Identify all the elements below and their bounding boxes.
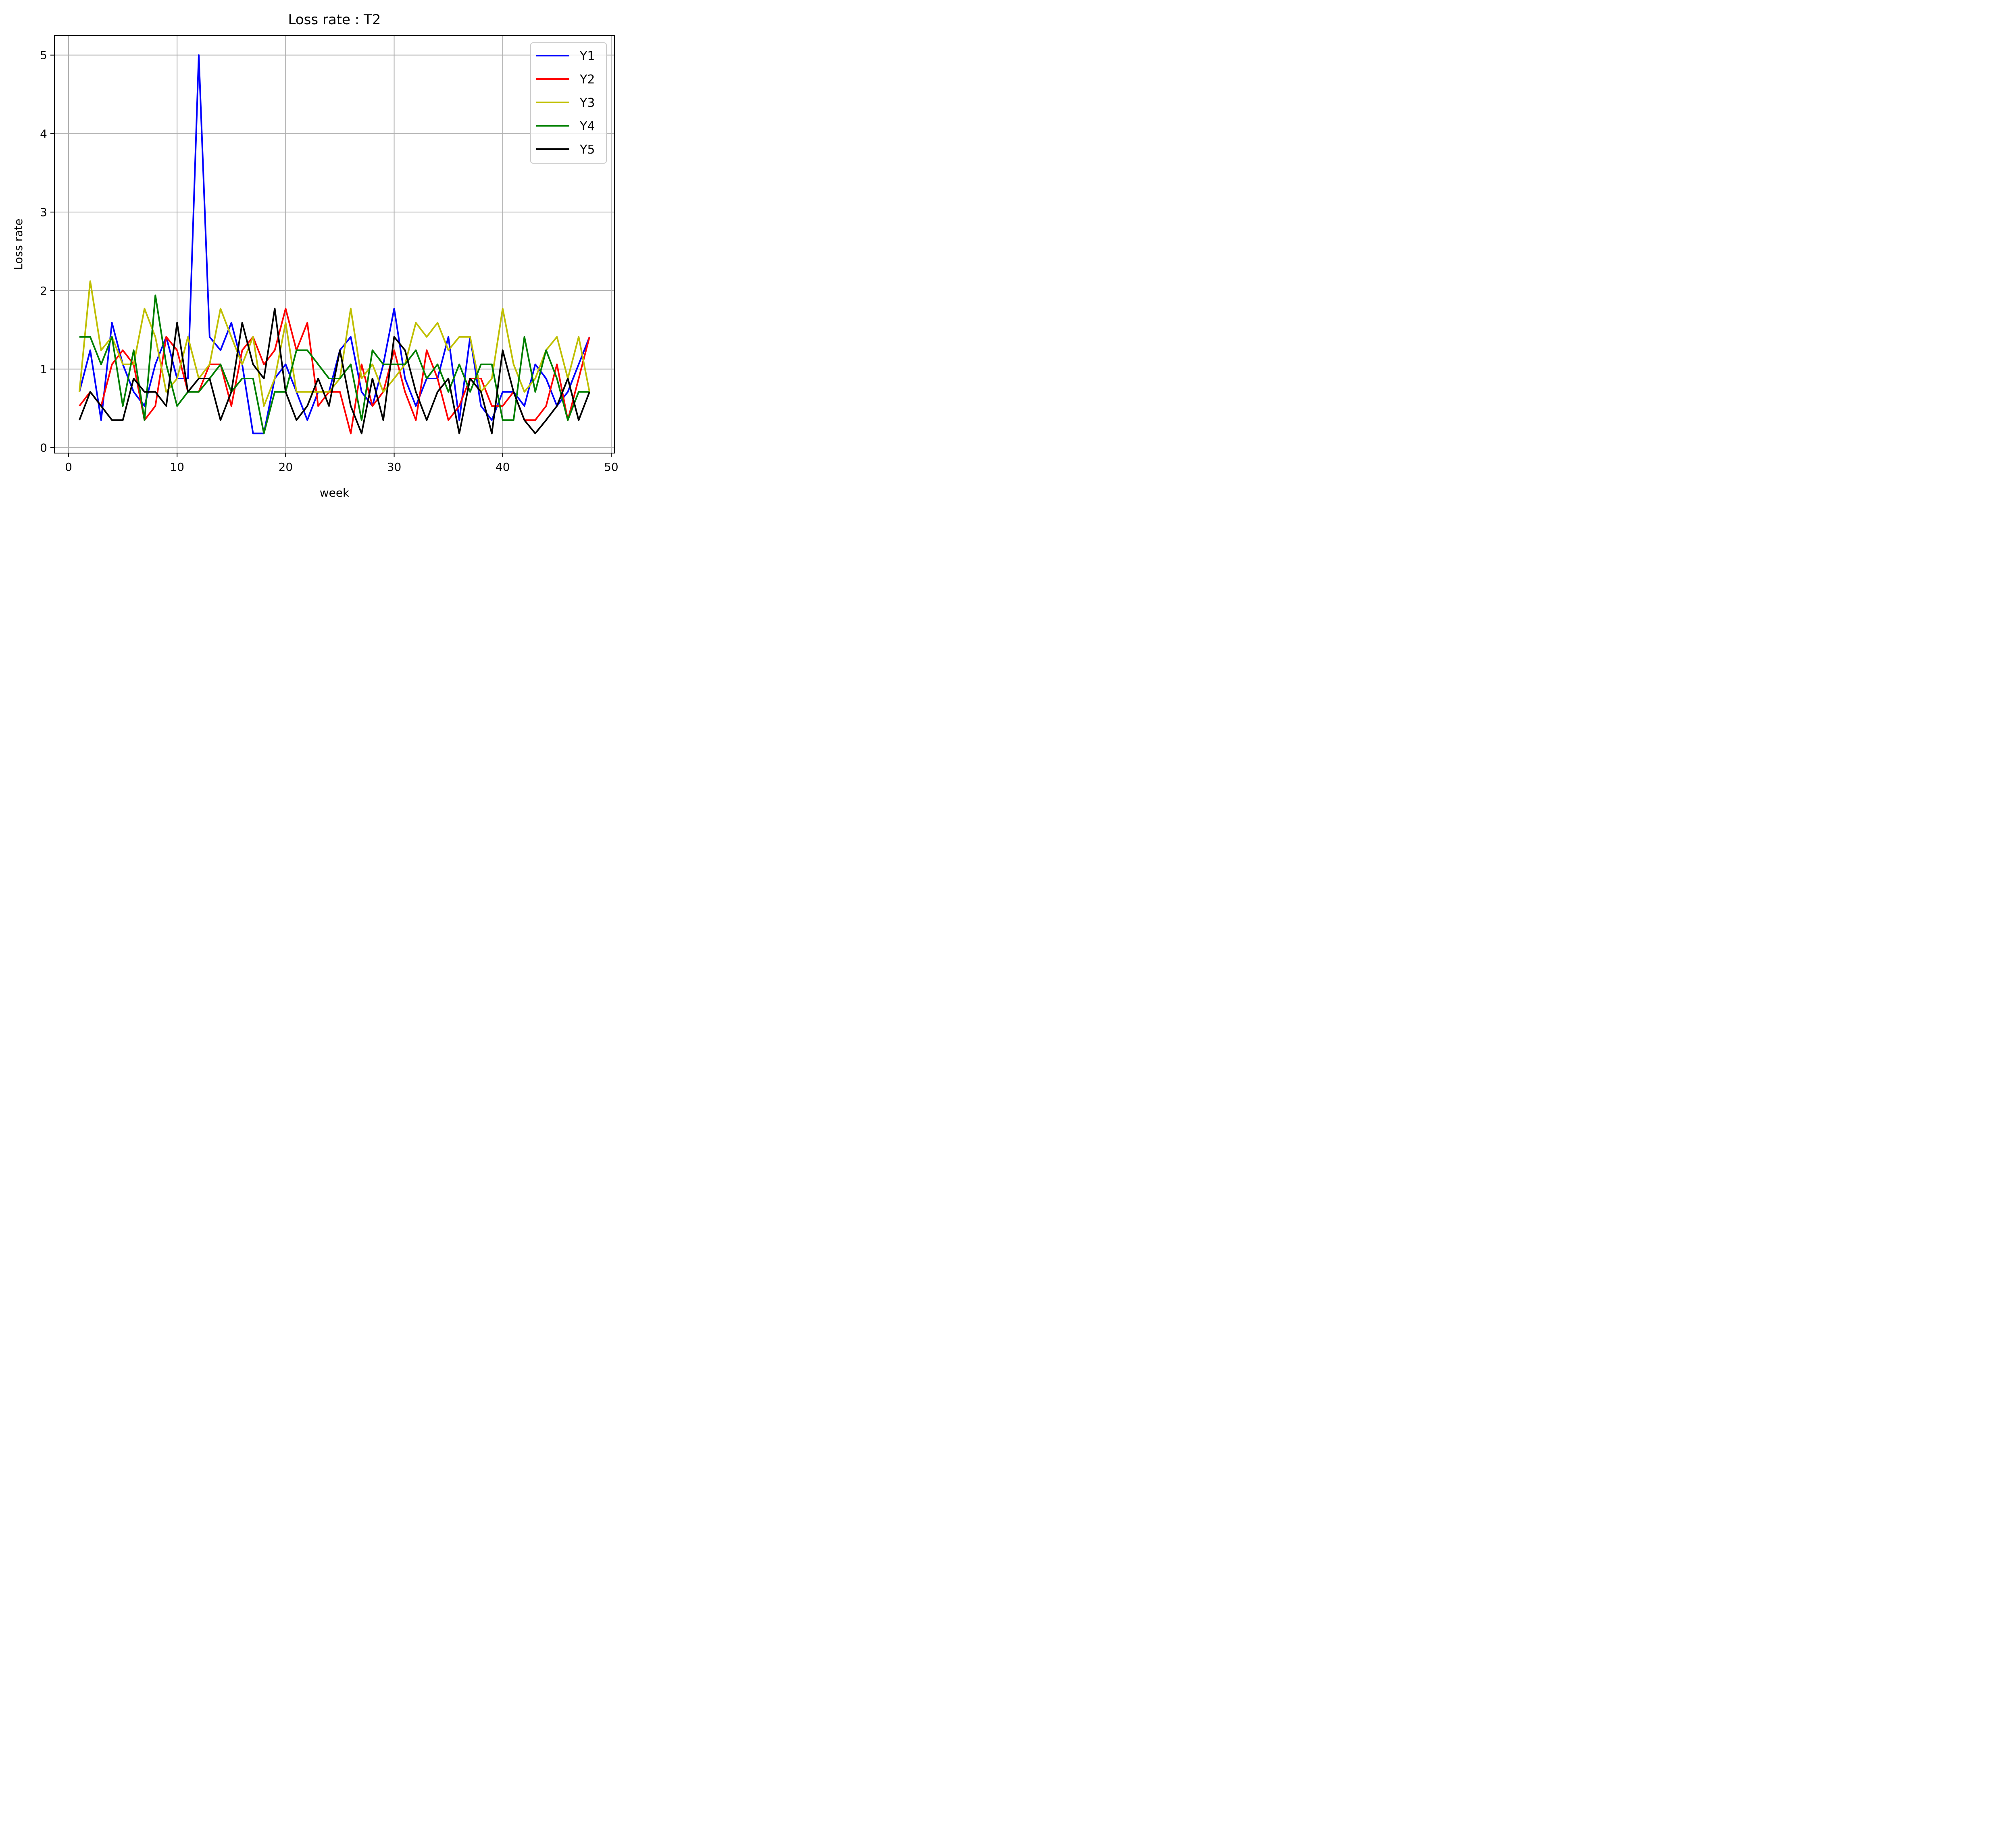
chart-title: Loss rate : T2 — [288, 12, 381, 28]
y-tick-label: 0 — [40, 441, 47, 454]
series-line-y5 — [79, 308, 590, 435]
y-tick-label: 2 — [40, 284, 47, 297]
legend-label-y2: Y2 — [579, 73, 595, 87]
legend-label-y5: Y5 — [579, 143, 595, 157]
series-line-y1 — [78, 54, 590, 435]
x-tick-label: 10 — [170, 460, 184, 474]
grid — [54, 35, 614, 453]
y-tick-label: 4 — [40, 127, 47, 140]
legend: Y1 Y2 Y3 Y4 Y5 — [530, 42, 607, 164]
y-axis-ticks: 0 1 2 3 4 5 — [40, 49, 54, 454]
x-tick-label: 30 — [387, 460, 402, 474]
series-lines — [78, 54, 591, 435]
legend-label-y1: Y1 — [579, 49, 595, 63]
x-axis-label: week — [320, 486, 350, 499]
plot-frame — [54, 35, 615, 453]
chart-figure: 0 10 20 30 40 50 0 1 2 3 4 5 Loss rate : T2 week L… — [0, 0, 626, 507]
x-axis-ticks: 0 10 20 30 40 50 — [65, 453, 619, 474]
legend-label-y3: Y3 — [579, 96, 595, 110]
line-chart: 0 10 20 30 40 50 0 1 2 3 4 5 Loss rate : T2 week L… — [0, 0, 626, 507]
y-tick-label: 3 — [40, 206, 47, 219]
legend-label-y4: Y4 — [579, 119, 595, 133]
x-tick-label: 20 — [279, 460, 293, 474]
series-line-y3 — [78, 280, 591, 407]
y-tick-label: 1 — [40, 363, 47, 376]
y-axis-label: Loss rate — [12, 218, 25, 270]
figure-background — [0, 0, 626, 507]
x-tick-label: 40 — [496, 460, 510, 474]
y-tick-label: 5 — [40, 49, 47, 62]
x-tick-label: 50 — [604, 460, 619, 474]
x-tick-label: 0 — [65, 460, 72, 474]
